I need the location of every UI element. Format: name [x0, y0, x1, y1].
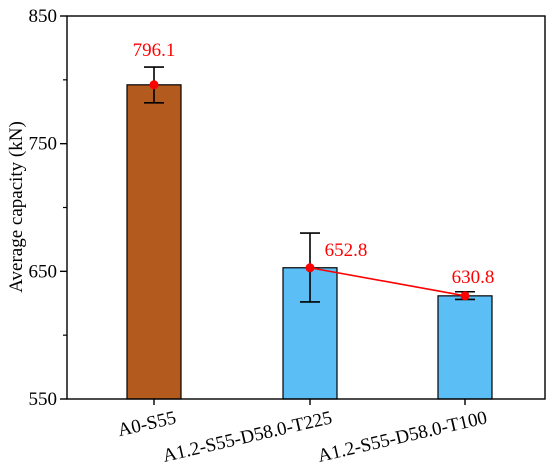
markers-group [149, 80, 470, 301]
y-tick-label-550: 550 [29, 389, 58, 410]
bar-3 [437, 295, 493, 400]
connector-line [309, 266, 466, 297]
category-label-2: A1.2-S55-D58.0-T225 [161, 407, 334, 466]
bar-1 [126, 84, 182, 400]
data-labels-group: 796.1 652.8 630.8 [133, 40, 495, 288]
y-tick-label-750: 750 [29, 134, 58, 155]
category-label-1: A0-S55 [116, 407, 178, 441]
y-tick-label-850: 850 [29, 6, 58, 27]
data-label-3: 630.8 [452, 267, 495, 288]
data-label-1: 796.1 [133, 40, 176, 61]
marker-1 [149, 80, 159, 90]
category-label-3: A1.2-S55-D58.0-T100 [316, 407, 489, 466]
y-tick-label-650: 650 [29, 261, 58, 282]
y-axis-label: Average capacity (kN) [6, 121, 27, 293]
marker-3 [460, 291, 470, 301]
marker-2 [305, 263, 315, 273]
data-label-2: 652.8 [325, 240, 368, 261]
connector-group [309, 266, 466, 297]
